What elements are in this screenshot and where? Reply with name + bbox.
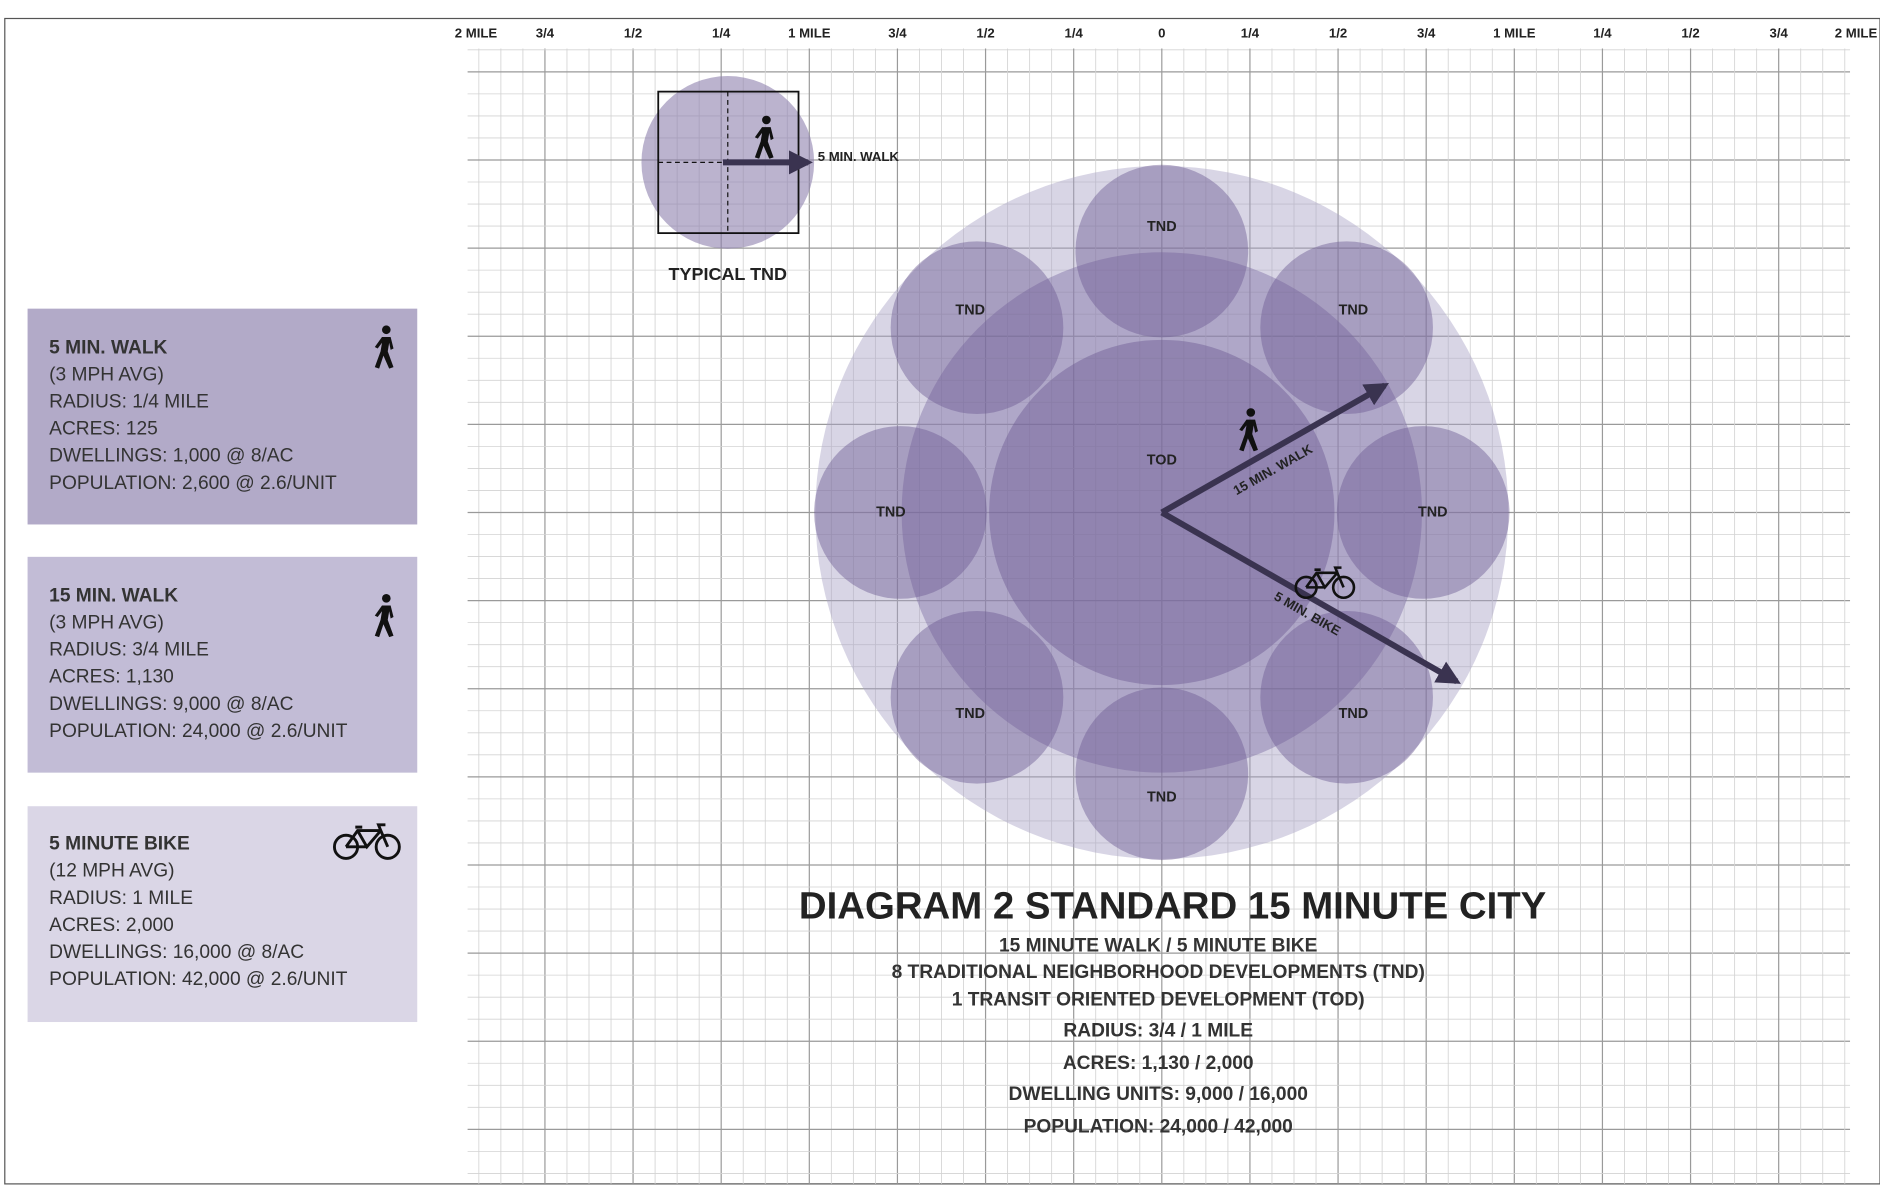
- subtitle-line: 8 TRADITIONAL NEIGHBORHOOD DEVELOPMENTS …: [892, 962, 1425, 983]
- tnd-circle: [814, 426, 987, 599]
- tnd-circle: [1260, 241, 1433, 414]
- tnd-label: TND: [1147, 219, 1177, 235]
- tnd-label: TND: [1418, 504, 1448, 520]
- tnd-circle: [1075, 687, 1249, 861]
- subtitle-line: POPULATION: 24,000 / 42,000: [1024, 1117, 1293, 1138]
- scale-label: 3/4: [1770, 26, 1789, 41]
- scale-label: 1/2: [976, 26, 994, 41]
- legend: 5 MIN. WALK (3 MPH AVG) RADIUS: 1/4 MILE AC…: [49, 337, 348, 990]
- tnd-label: TND: [1147, 790, 1177, 806]
- legend-line: DWELLINGS: 16,000 @ 8/AC: [49, 942, 304, 963]
- legend-line: DWELLINGS: 9,000 @ 8/AC: [49, 694, 293, 715]
- legend-box: [27, 556, 418, 773]
- scale-label: 1/2: [1329, 26, 1347, 41]
- scale-label: 1 MILE: [1493, 26, 1536, 41]
- scale-label: 1/2: [1681, 26, 1699, 41]
- scale-label: 3/4: [888, 26, 907, 41]
- tnd-label: TND: [1339, 706, 1369, 722]
- legend-line: (12 MPH AVG): [49, 861, 174, 882]
- scale-label: 1/4: [1593, 26, 1612, 41]
- tnd-label: TND: [955, 302, 985, 318]
- walk-circle: [901, 252, 1422, 773]
- tnd-circle: [890, 610, 1064, 784]
- legend-line: DWELLINGS: 1,000 @ 8/AC: [49, 446, 293, 467]
- tnd-circle: [1260, 610, 1433, 784]
- subtitle-line: 15 MINUTE WALK / 5 MINUTE BIKE: [999, 936, 1318, 957]
- tnd-circle: [890, 241, 1064, 414]
- circles: [814, 164, 1510, 861]
- scale-label: 1/2: [624, 26, 642, 41]
- subtitle-line: ACRES: 1,130 / 2,000: [1063, 1053, 1254, 1074]
- frame: [4, 17, 1880, 1185]
- scale-label: 3/4: [1417, 26, 1436, 41]
- title: DIAGRAM 2 STANDARD 15 MINUTE CITY: [799, 884, 1546, 927]
- tnd-circle: [1336, 426, 1510, 599]
- legend-line: RADIUS: 3/4 MILE: [49, 640, 209, 661]
- legend-line: ACRES: 1,130: [49, 667, 174, 688]
- tnd-label: TND: [1339, 302, 1369, 318]
- subtitle-line: RADIUS: 3/4 / 1 MILE: [1063, 1021, 1253, 1042]
- legend-title: 15 MIN. WALK: [49, 585, 178, 606]
- legend-line: RADIUS: 1 MILE: [49, 888, 193, 909]
- subtitle: 15 MINUTE WALK / 5 MINUTE BIKE 8 TRADITIO…: [892, 936, 1425, 1138]
- scale-label: 2 MILE: [455, 26, 498, 41]
- subtitle-line: 1 TRANSIT ORIENTED DEVELOPMENT (TOD): [952, 990, 1365, 1011]
- scale-label: 2 MILE: [1835, 26, 1878, 41]
- legend-line: (3 MPH AVG): [49, 613, 164, 634]
- tod-circle: [989, 339, 1335, 686]
- typical-tnd-label: TYPICAL TND: [669, 264, 787, 284]
- typical-arrow-label: 5 MIN. WALK: [818, 149, 900, 164]
- scale-label: 3/4: [536, 26, 555, 41]
- legend-line: POPULATION: 42,000 @ 2.6/UNIT: [49, 969, 348, 990]
- legend-box: [27, 806, 418, 1023]
- tnd-label: TND: [876, 504, 906, 520]
- legend-line: ACRES: 2,000: [49, 915, 174, 936]
- walk-arrow: [1160, 382, 1389, 516]
- subtitle-line: DWELLING UNITS: 9,000 / 16,000: [1009, 1084, 1308, 1105]
- scale-label: 1/4: [1065, 26, 1084, 41]
- legend-title: 5 MIN. WALK: [49, 337, 167, 358]
- scale-label: 0: [1158, 26, 1165, 41]
- grid: [467, 48, 1851, 1184]
- legend-title: 5 MINUTE BIKE: [49, 834, 190, 855]
- scale-label: 1/4: [712, 26, 731, 41]
- tnd-label: TND: [955, 706, 985, 722]
- legend-line: POPULATION: 24,000 @ 2.6/UNIT: [49, 721, 348, 742]
- scale-label: 1 MILE: [788, 26, 831, 41]
- legend-line: (3 MPH AVG): [49, 364, 164, 385]
- tnd-circle: [1075, 164, 1249, 338]
- legend-line: RADIUS: 1/4 MILE: [49, 391, 209, 412]
- scale-label: 1/4: [1241, 26, 1260, 41]
- legend-line: POPULATION: 2,600 @ 2.6/UNIT: [49, 473, 337, 494]
- legend-box: [27, 308, 418, 525]
- legend-line: ACRES: 125: [49, 419, 158, 440]
- tod-label: TOD: [1147, 453, 1177, 469]
